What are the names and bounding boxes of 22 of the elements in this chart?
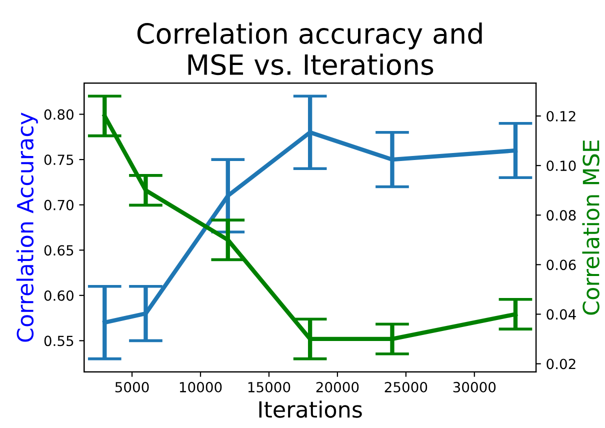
chart-title: Correlation accuracy and MSE vs. Iterations	[137, 22, 482, 76]
x-tick-label: 25000	[384, 382, 428, 392]
x-tick-label: 30000	[453, 382, 496, 392]
x-tick-label: 5000	[115, 382, 149, 392]
y-tick-label: 0.60	[44, 290, 74, 301]
y-tick-label: 0.70	[44, 200, 74, 210]
y-tick-label: 0.65	[44, 245, 74, 256]
x-tick-label: 20000	[316, 382, 359, 392]
x-axis-title: Iterations	[259, 400, 362, 418]
x-tick-label: 10000	[180, 382, 222, 392]
y-axis-title: Correlation Accuracy	[16, 112, 38, 342]
y-tick-label: 0.80	[44, 109, 74, 120]
y-tick-label: 0.55	[44, 336, 74, 346]
y2-tick-label: 0.02	[546, 358, 576, 370]
y2-tick-label: 0.06	[546, 260, 576, 270]
y2-axis-title: Correlation MSE	[582, 140, 600, 315]
x-tick-label: 15000	[248, 382, 290, 392]
y2-tick-label: 0.08	[546, 210, 576, 221]
y2-tick-label: 0.04	[546, 309, 576, 320]
y2-tick-label: 0.10	[546, 160, 576, 172]
y2-tick-label: 0.12	[546, 110, 576, 122]
y-tick-label: 0.75	[44, 154, 74, 166]
